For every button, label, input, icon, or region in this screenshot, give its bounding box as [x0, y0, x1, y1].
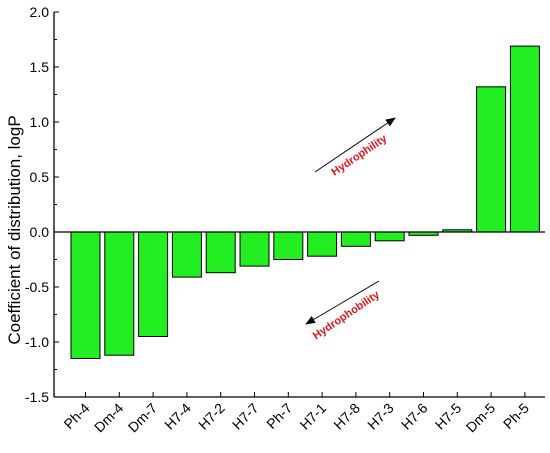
x-tick-label-ph-7: Ph-7	[263, 400, 295, 432]
bar-dm-4	[104, 231, 135, 356]
bar-h7-8	[340, 231, 371, 247]
x-tick-label-h7-8: H7-8	[330, 400, 363, 433]
bar-h7-2	[205, 231, 236, 274]
y-tick-label: -1.0	[25, 334, 49, 350]
bar-dm-5	[476, 86, 507, 233]
hydrophility-arrow	[314, 117, 396, 173]
x-tick-label-dm-5: Dm-5	[463, 400, 499, 436]
bar-dm-7	[138, 231, 169, 337]
hydrophobility-arrow	[305, 280, 380, 325]
bar-ph-4	[70, 231, 101, 359]
x-tick-label-h7-7: H7-7	[229, 400, 262, 433]
y-tick-label: 1.5	[30, 59, 50, 75]
bar-h7-7	[239, 231, 270, 267]
ticks-layer: -1.5-1.0-0.50.00.51.01.52.0Ph-4Dm-4Dm-7 H…	[25, 4, 532, 435]
bar-h7-4	[171, 231, 202, 278]
x-tick-label-h7-3: H7-3	[364, 400, 397, 433]
y-tick-label: -0.5	[25, 279, 49, 295]
annotations-layer: Hydrophility Hydrophobility	[305, 117, 396, 342]
bar-ph-5	[509, 45, 540, 233]
y-axis-title: Coefficient of distribution, logP	[5, 115, 24, 344]
x-tick-label-ph-5: Ph-5	[500, 400, 532, 432]
x-tick-label-h7-1: H7-1	[296, 400, 329, 433]
x-tick-label-h7-6: H7-6	[398, 400, 431, 433]
x-tick-label-h7-2: H7-2	[195, 400, 228, 433]
hydrophility-label: Hydrophility	[329, 132, 390, 178]
x-tick-label-h7-5: H7-5	[432, 400, 465, 433]
y-tick-label: 1.0	[30, 114, 50, 130]
y-tick-label: -1.5	[25, 389, 49, 405]
bars-layer	[70, 45, 540, 359]
y-tick-label: 0.5	[30, 169, 50, 185]
x-tick-label-dm-7: Dm-7	[125, 400, 161, 436]
y-tick-label: 0.0	[30, 224, 50, 240]
bar-h7-3	[374, 231, 405, 242]
x-tick-label-h7-4: H7-4	[161, 400, 194, 433]
bar-h7-1	[307, 231, 338, 257]
y-tick-label: 2.0	[30, 4, 50, 20]
x-tick-label-dm-4: Dm-4	[91, 400, 127, 436]
bar-ph-7	[273, 231, 304, 260]
x-tick-label-ph-4: Ph-4	[60, 400, 92, 432]
